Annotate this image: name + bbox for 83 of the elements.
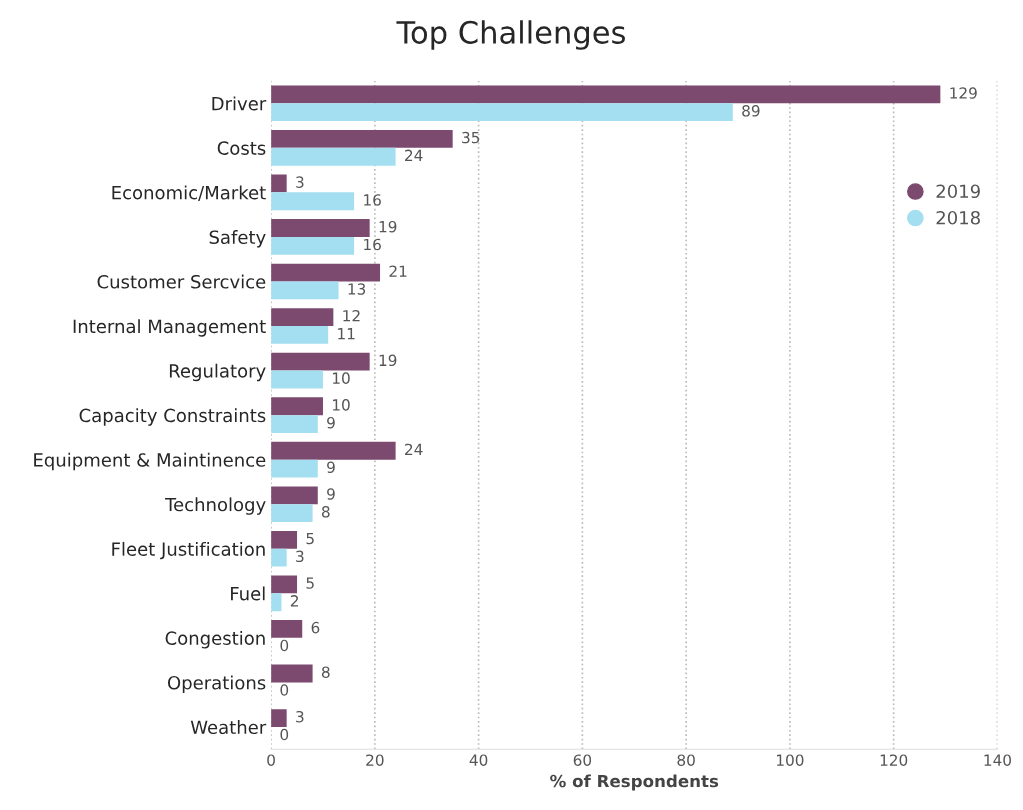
data-label: 16 [364,194,381,206]
bar [271,308,334,327]
bar [271,147,396,166]
data-label: 11 [338,328,355,340]
legend-label: 2019 [936,184,980,199]
x-axis-title: % of Respondents [550,774,719,791]
bar [271,352,370,371]
data-label: 19 [379,220,397,233]
bar [271,192,355,211]
bar [271,441,396,460]
y-tick-label: Economic/Market [112,185,266,201]
data-label: 5 [306,532,314,545]
data-label: 129 [950,87,977,99]
bar [271,575,298,594]
y-tick-label: Operations [167,675,266,694]
data-label: 6 [311,621,320,634]
data-label: 8 [321,666,330,678]
y-tick-label: Regulatory [169,363,266,382]
y-tick-label: Technology [165,497,266,515]
y-tick-label: Driver [212,96,267,111]
bar [271,620,303,638]
x-tick-label: 60 [573,754,592,766]
data-label: 13 [348,283,366,295]
bar [271,103,733,122]
data-label: 9 [327,461,335,474]
bar [271,85,941,104]
chart-title: Top Challenges [396,20,625,50]
data-label: 2 [290,595,298,607]
y-tick-label: Fleet Justification [112,541,265,560]
y-tick-label: Fuel [231,586,265,601]
y-tick-label: Weather [190,720,267,735]
bar [271,415,318,433]
y-tick-label: Safety [209,230,266,248]
x-tick-label: 0 [267,754,275,766]
x-tick-label: 100 [777,754,804,766]
bar [271,486,318,505]
bar [271,219,370,237]
data-label: 10 [332,399,350,411]
data-label: 3 [296,176,304,188]
y-tick-label: Congestion [165,631,265,649]
data-label: 3 [296,550,304,563]
y-tick-label: Customer Sercvice [97,274,266,289]
bar [271,263,381,282]
data-label: 0 [280,684,289,696]
bar [271,548,287,567]
data-label: 89 [742,105,760,117]
bar [271,664,313,683]
bar [271,174,287,193]
data-label: 9 [327,488,335,500]
data-label: 3 [296,710,304,723]
data-label: 19 [379,354,397,367]
legend-label: 2018 [936,210,980,225]
bar [271,281,339,300]
y-tick-label: Equipment & Maintinence [34,452,266,471]
bar [271,130,453,148]
x-tick-label: 20 [366,754,384,766]
data-label: 24 [405,443,423,455]
data-label: 21 [389,265,407,277]
data-label: 5 [306,577,314,589]
data-label: 10 [332,372,350,384]
data-label: 8 [321,506,330,518]
data-label: 16 [364,238,381,251]
data-label: 35 [462,131,480,144]
data-label: 9 [327,416,335,429]
data-label: 0 [280,639,289,652]
bar [271,459,318,478]
data-label: 12 [343,309,360,322]
bar [271,504,313,523]
x-tick-label: 120 [880,754,908,766]
x-tick-label: 40 [469,754,488,766]
bar [271,397,323,416]
y-tick-label: Internal Management [73,319,266,337]
data-label: 0 [280,728,289,741]
x-tick-label: 140 [984,754,1011,766]
y-tick-label: Costs [217,141,266,155]
y-tick-label: Capacity Constraints [79,408,266,426]
bar [271,709,287,727]
bar [271,370,323,389]
x-tick-label: 80 [677,754,695,766]
bar [271,530,298,549]
bar [271,326,329,344]
data-label: 24 [405,149,423,161]
bar [271,236,355,255]
